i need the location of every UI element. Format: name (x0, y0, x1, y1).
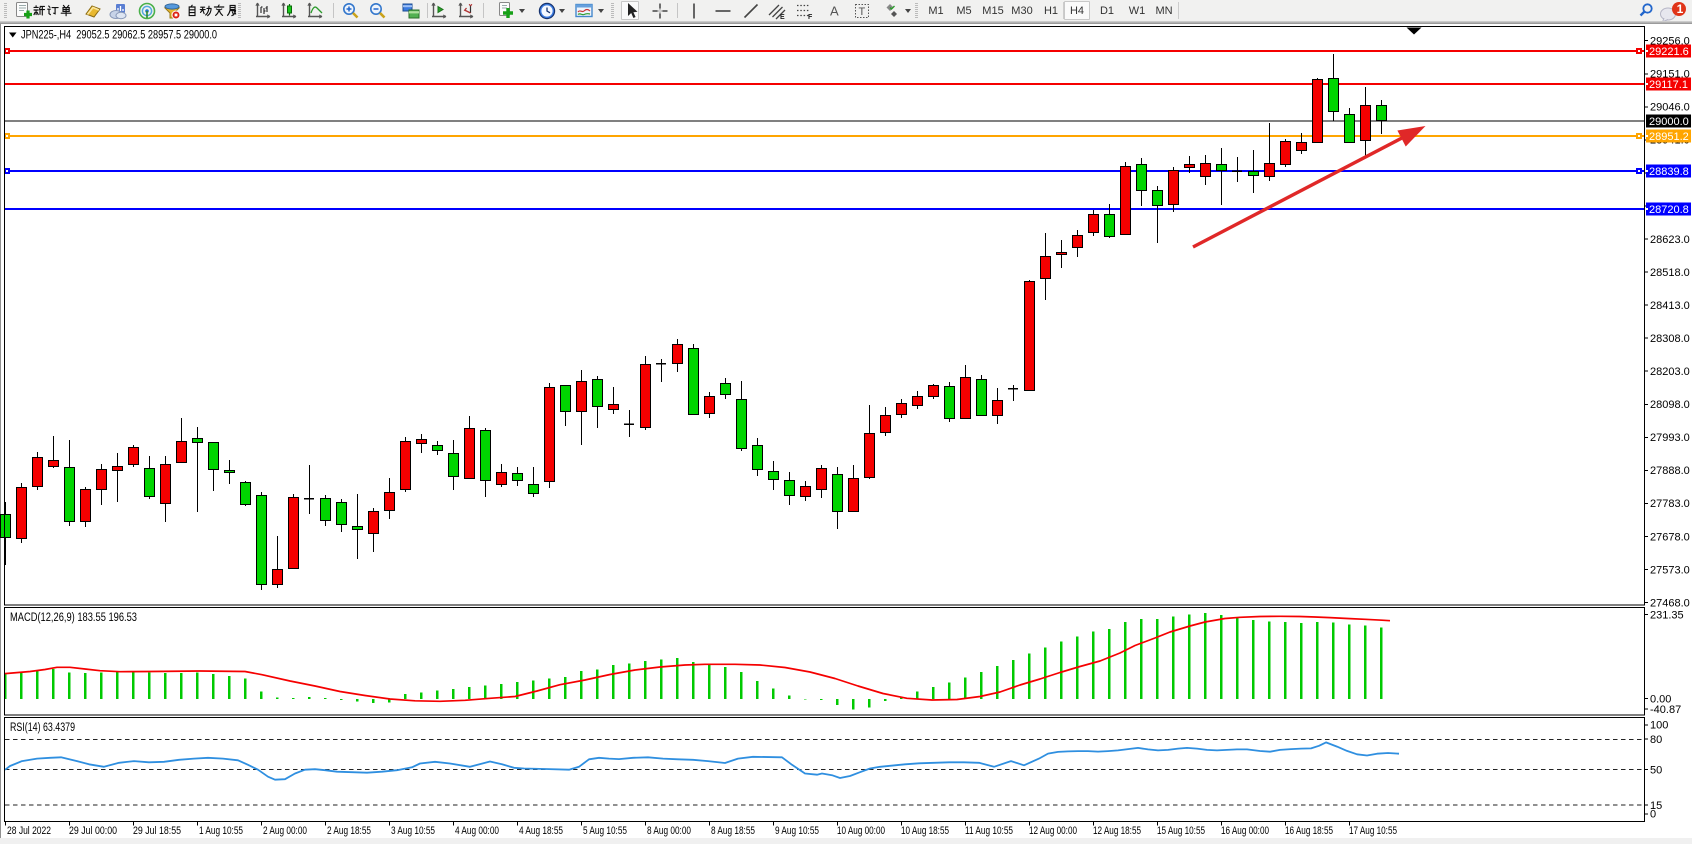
svg-text:-40.87: -40.87 (1650, 704, 1681, 716)
svg-text:28951.2: 28951.2 (1649, 131, 1689, 143)
svg-text:28098.0: 28098.0 (1650, 399, 1690, 411)
svg-text:9 Aug 10:55: 9 Aug 10:55 (775, 825, 819, 837)
svg-text:231.35: 231.35 (1650, 609, 1684, 621)
svg-text:A: A (830, 4, 839, 19)
svg-text:2 Aug 00:00: 2 Aug 00:00 (263, 825, 307, 837)
svg-text:100: 100 (1650, 720, 1668, 732)
svg-text:27678.0: 27678.0 (1650, 531, 1690, 543)
svg-text:80: 80 (1650, 734, 1662, 746)
svg-text:15 Aug 10:55: 15 Aug 10:55 (1157, 825, 1205, 837)
svg-text:MACD(12,26,9) 183.55 196.53: MACD(12,26,9) 183.55 196.53 (10, 612, 137, 624)
svg-text:27888.0: 27888.0 (1650, 465, 1690, 477)
svg-text:E: E (780, 14, 785, 20)
svg-text:15: 15 (1650, 800, 1662, 812)
svg-text:1: 1 (1677, 2, 1684, 16)
svg-text:5 Aug 10:55: 5 Aug 10:55 (583, 825, 627, 837)
svg-text:29221.6: 29221.6 (1649, 46, 1689, 58)
svg-text:0.00: 0.00 (1650, 693, 1671, 705)
svg-text:29 Jul 00:00: 29 Jul 00:00 (69, 825, 117, 837)
svg-text:10 Aug 00:00: 10 Aug 00:00 (837, 825, 885, 837)
svg-text:50: 50 (1650, 764, 1662, 776)
svg-text:27993.0: 27993.0 (1650, 432, 1690, 444)
svg-text:4 Aug 18:55: 4 Aug 18:55 (519, 825, 563, 837)
svg-text:RSI(14) 63.4379: RSI(14) 63.4379 (10, 722, 75, 734)
svg-text:1 Aug 10:55: 1 Aug 10:55 (199, 825, 243, 837)
svg-text:11 Aug 10:55: 11 Aug 10:55 (965, 825, 1013, 837)
svg-text:29000.0: 29000.0 (1649, 116, 1689, 128)
svg-text:29 Jul 18:55: 29 Jul 18:55 (133, 825, 181, 837)
svg-text:12 Aug 18:55: 12 Aug 18:55 (1093, 825, 1141, 837)
svg-text:12 Aug 00:00: 12 Aug 00:00 (1029, 825, 1077, 837)
svg-text:27783.0: 27783.0 (1650, 498, 1690, 510)
svg-text:17 Aug 10:55: 17 Aug 10:55 (1349, 825, 1397, 837)
svg-text:27573.0: 27573.0 (1650, 564, 1690, 576)
svg-text:3 Aug 10:55: 3 Aug 10:55 (391, 825, 435, 837)
svg-text:F: F (808, 14, 813, 20)
svg-text:28623.0: 28623.0 (1650, 234, 1690, 246)
svg-text:T: T (859, 6, 866, 18)
svg-text:29117.1: 29117.1 (1649, 79, 1688, 91)
svg-text:10 Aug 18:55: 10 Aug 18:55 (901, 825, 949, 837)
svg-text:16 Aug 18:55: 16 Aug 18:55 (1285, 825, 1333, 837)
svg-text:27468.0: 27468.0 (1650, 597, 1690, 609)
svg-text:28203.0: 28203.0 (1650, 366, 1690, 378)
svg-text:29046.0: 29046.0 (1650, 102, 1690, 114)
svg-text:28 Jul 2022: 28 Jul 2022 (7, 825, 51, 837)
svg-text:28308.0: 28308.0 (1650, 333, 1690, 345)
svg-text:28413.0: 28413.0 (1650, 300, 1690, 312)
svg-text:8 Aug 00:00: 8 Aug 00:00 (647, 825, 691, 837)
svg-text:0: 0 (1650, 809, 1656, 821)
svg-text:4 Aug 00:00: 4 Aug 00:00 (455, 825, 499, 837)
svg-text:28839.8: 28839.8 (1649, 166, 1689, 178)
svg-text:JPN225-,H4 29052.5 29062.5 28: JPN225-,H4 29052.5 29062.5 28957.5 29000… (21, 30, 217, 42)
svg-text:28518.0: 28518.0 (1650, 267, 1690, 279)
svg-text:8 Aug 18:55: 8 Aug 18:55 (711, 825, 755, 837)
svg-text:2 Aug 18:55: 2 Aug 18:55 (327, 825, 371, 837)
svg-text:16 Aug 00:00: 16 Aug 00:00 (1221, 825, 1269, 837)
svg-text:28720.8: 28720.8 (1649, 204, 1689, 216)
